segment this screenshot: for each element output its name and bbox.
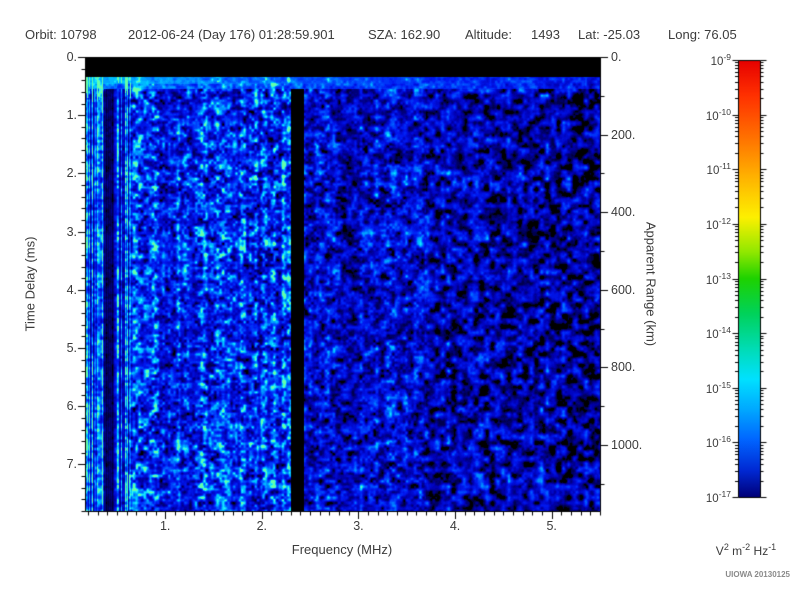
colorbar-tick-exponent: -17 [718, 489, 731, 499]
y-left-tick-label: 5. [66, 341, 77, 356]
colorbar-tick-exponent: -11 [719, 161, 731, 172]
colorbar-tick-label: 10-17 [705, 489, 731, 505]
x-axis-title: Frequency (MHz) [291, 542, 393, 557]
y-left-tick-label: 3. [66, 224, 77, 239]
y-left-tick-label: 4. [66, 282, 77, 297]
colorbar-tick-label: 10-15 [705, 379, 731, 396]
y-left-tick-label: 2. [66, 166, 77, 181]
y-right-tick-label: 800. [611, 360, 636, 375]
y-left-tick-label: 6. [66, 399, 77, 414]
header-datetime: 2012-06-24 (Day 176) 01:28:59.901 [128, 27, 335, 42]
header-sza: SZA: 162.90 [368, 27, 441, 42]
colorbar-tick-exponent: -16 [718, 434, 731, 445]
x-tick-label: 5. [546, 519, 557, 533]
x-tick-label: 3. [353, 519, 364, 533]
y-right-tick-label: 600. [611, 282, 636, 297]
units-exponent: -2 [742, 542, 751, 552]
colorbar-tick-label: 10-11 [706, 161, 731, 178]
header-altitude-value: 1493 [531, 27, 560, 42]
colorbar-tick-exponent: -10 [718, 106, 731, 117]
y-left-tick-label: 7. [66, 457, 77, 472]
colorbar-tick-exponent: -14 [718, 325, 731, 336]
x-tick-label: 2. [256, 519, 268, 533]
x-tick-label: 4. [449, 519, 461, 533]
header-longitude: Long: 76.05 [668, 27, 737, 42]
colorbar-tick-label: 10-12 [705, 215, 731, 232]
y-right-tick-label: 200. [611, 127, 636, 142]
x-tick-label: 1. [159, 519, 171, 533]
units-exponent: 2 [723, 542, 729, 552]
y-right-tick-label: 1000. [611, 438, 643, 453]
colorbar-tick-label: 10-14 [705, 325, 731, 342]
units-exponent: -1 [768, 542, 777, 552]
colorbar-tick-label: 10-9 [710, 52, 731, 68]
y-right-axis-title: Apparent Range (km) [643, 221, 659, 347]
colorbar-tick-label: 10-16 [705, 434, 731, 451]
colorbar-tick-label: 10-10 [705, 106, 731, 123]
header-altitude-label: Altitude: [465, 27, 512, 42]
colorbar-tick-exponent: -13 [718, 270, 731, 281]
y-right-tick-label: 0. [611, 50, 622, 64]
colorbar-tick-label: 10-13 [705, 270, 731, 287]
y-left-tick-label: 0. [66, 50, 77, 64]
y-left-axis-title: Time Delay (ms) [22, 236, 38, 332]
y-left-tick-label: 1. [66, 108, 77, 123]
colorbar-tick-exponent: -15 [718, 379, 731, 390]
credit-label: UIOWA 20130125 [725, 570, 790, 579]
colorbar-units-label: V2 m-2 Hz-1 [715, 542, 777, 558]
header-latitude: Lat: -25.03 [578, 27, 641, 42]
y-right-tick-label: 400. [611, 205, 636, 220]
header-orbit: Orbit: 10798 [25, 27, 97, 42]
colorbar-tick-exponent: -9 [723, 52, 731, 62]
colorbar-tick-exponent: -12 [718, 215, 731, 226]
